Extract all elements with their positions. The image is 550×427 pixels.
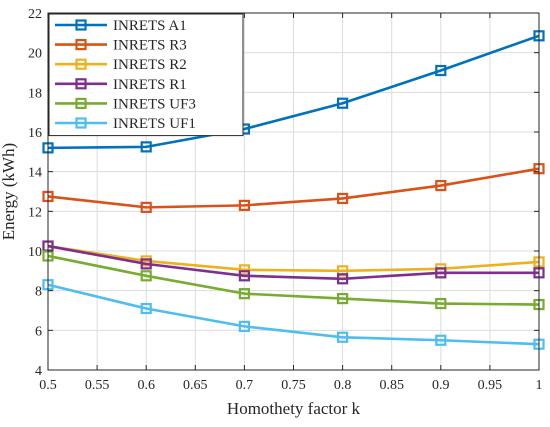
x-tick-label: 1 bbox=[536, 378, 543, 393]
x-tick-label: 0.75 bbox=[281, 378, 306, 393]
legend-entry: INRETS A1 bbox=[55, 18, 187, 34]
series-inrets-r1 bbox=[42, 240, 545, 285]
y-tick-label: 14 bbox=[28, 166, 42, 181]
legend-label: INRETS UF1 bbox=[113, 116, 196, 132]
series-inrets-uf3 bbox=[42, 250, 545, 311]
data-point bbox=[337, 331, 349, 343]
data-point bbox=[337, 97, 349, 109]
x-tick-label: 0.95 bbox=[478, 378, 503, 393]
data-point bbox=[140, 201, 152, 213]
data-point bbox=[238, 270, 250, 282]
y-tick-label: 16 bbox=[28, 126, 42, 141]
data-point bbox=[140, 302, 152, 315]
legend-entry: INRETS R1 bbox=[55, 77, 187, 93]
y-tick-label: 6 bbox=[35, 324, 42, 339]
y-tick-label: 20 bbox=[28, 47, 42, 62]
legend-label: INRETS A1 bbox=[113, 18, 187, 34]
series-line bbox=[47, 254, 540, 306]
data-point bbox=[435, 179, 447, 192]
data-point bbox=[238, 288, 250, 300]
data-point bbox=[140, 141, 152, 153]
legend-marker bbox=[75, 58, 87, 70]
y-tick-label: 8 bbox=[35, 285, 42, 300]
legend-label: INRETS R1 bbox=[113, 77, 187, 93]
legend-entry: INRETS R3 bbox=[55, 38, 187, 54]
x-tick-label: 0.5 bbox=[39, 378, 57, 393]
legend-entry: INRETS R2 bbox=[55, 57, 187, 73]
legend-box bbox=[48, 13, 244, 137]
x-tick-label: 0.9 bbox=[432, 378, 450, 393]
y-tick-label: 18 bbox=[28, 86, 42, 101]
legend-marker bbox=[75, 19, 87, 31]
data-point bbox=[435, 334, 447, 346]
data-point bbox=[238, 199, 250, 211]
x-tick-label: 0.85 bbox=[379, 378, 404, 393]
legend-marker bbox=[75, 97, 87, 110]
data-point bbox=[140, 270, 152, 282]
data-point bbox=[337, 293, 349, 305]
x-tick-label: 0.55 bbox=[85, 378, 110, 393]
legend-marker bbox=[75, 117, 87, 129]
legend-label: INRETS R2 bbox=[113, 57, 187, 73]
data-point bbox=[140, 258, 152, 270]
y-tick-label: 10 bbox=[28, 245, 42, 260]
series-line bbox=[47, 283, 540, 346]
y-axis-label: Energy (kWh) bbox=[0, 143, 18, 240]
x-tick-label: 0.65 bbox=[183, 378, 208, 393]
x-axis-label: Homothety factor k bbox=[227, 399, 361, 418]
data-point bbox=[337, 273, 349, 285]
legend-label: INRETS UF3 bbox=[113, 96, 196, 112]
legend-label: INRETS R3 bbox=[113, 38, 187, 54]
x-tick-label: 0.8 bbox=[334, 378, 352, 393]
legend-marker bbox=[75, 78, 87, 90]
data-point bbox=[435, 267, 447, 279]
series-line bbox=[47, 244, 539, 281]
data-point bbox=[238, 320, 250, 332]
y-tick-label: 12 bbox=[28, 205, 42, 220]
legend-entry: INRETS UF1 bbox=[55, 116, 196, 132]
series-line bbox=[47, 244, 540, 273]
y-tick-label: 22 bbox=[28, 7, 42, 22]
data-point bbox=[337, 192, 349, 205]
x-tick-label: 0.7 bbox=[236, 378, 254, 393]
legend-entry: INRETS UF3 bbox=[55, 96, 196, 112]
data-point bbox=[435, 297, 447, 310]
data-point bbox=[238, 264, 250, 276]
series-line bbox=[47, 167, 540, 209]
legend-marker bbox=[75, 38, 87, 51]
series-line bbox=[47, 34, 540, 150]
legend: INRETS A1 INRETS R3 INRETS R2 INRETS R1 INRE… bbox=[48, 13, 244, 137]
y-tick-label: 4 bbox=[35, 364, 42, 379]
x-tick-label: 0.6 bbox=[137, 378, 155, 393]
data-point bbox=[435, 64, 447, 77]
